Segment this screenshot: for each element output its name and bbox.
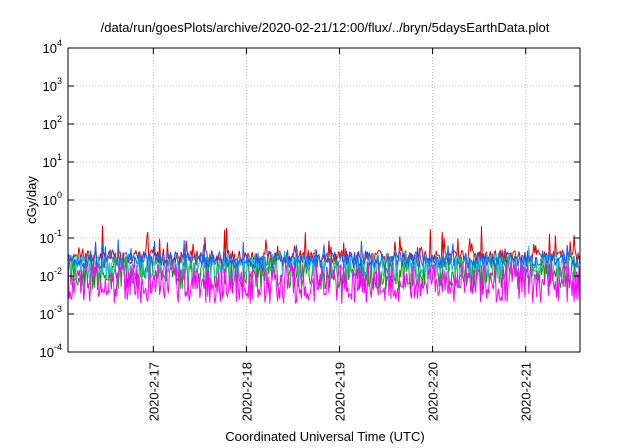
x-tick-label: 2020-2-19 <box>333 362 348 421</box>
series-line-1 <box>67 225 581 266</box>
x-axis-label: Coordinated Universal Time (UTC) <box>225 429 424 444</box>
y-tick-label: 102 <box>43 114 62 132</box>
x-tick-label: 2020-2-20 <box>426 362 441 421</box>
y-tick-label: 103 <box>43 76 62 94</box>
y-tick-label: 10-2 <box>40 266 62 284</box>
y-tick-label: 10-1 <box>40 228 62 246</box>
x-tick-label: 2020-2-18 <box>239 362 254 421</box>
series-line-5 <box>67 257 581 305</box>
y-axis-label: cGy/day <box>24 176 39 224</box>
series-line-3 <box>67 245 581 281</box>
x-tick-label: 2020-2-17 <box>146 362 161 421</box>
grid <box>68 47 580 353</box>
series-group <box>67 225 581 305</box>
series-line-4 <box>67 239 581 270</box>
x-tick-label: 2020-2-21 <box>519 362 534 421</box>
x-axis: 2020-2-17 2020-2-18 2020-2-19 2020-2-20 2020… <box>146 48 534 421</box>
y-tick-label: 10-4 <box>40 342 62 360</box>
y-tick-label: 100 <box>43 190 62 208</box>
y-tick-label: 10-3 <box>40 304 62 322</box>
y-tick-label: 104 <box>43 38 62 56</box>
y-axis: 10-4 10-3 10-2 10-1 100 101 102 103 104 <box>40 38 580 360</box>
y-tick-label: 101 <box>43 152 62 170</box>
chart-title: /data/run/goesPlots/archive/2020-02-21/1… <box>101 20 550 35</box>
